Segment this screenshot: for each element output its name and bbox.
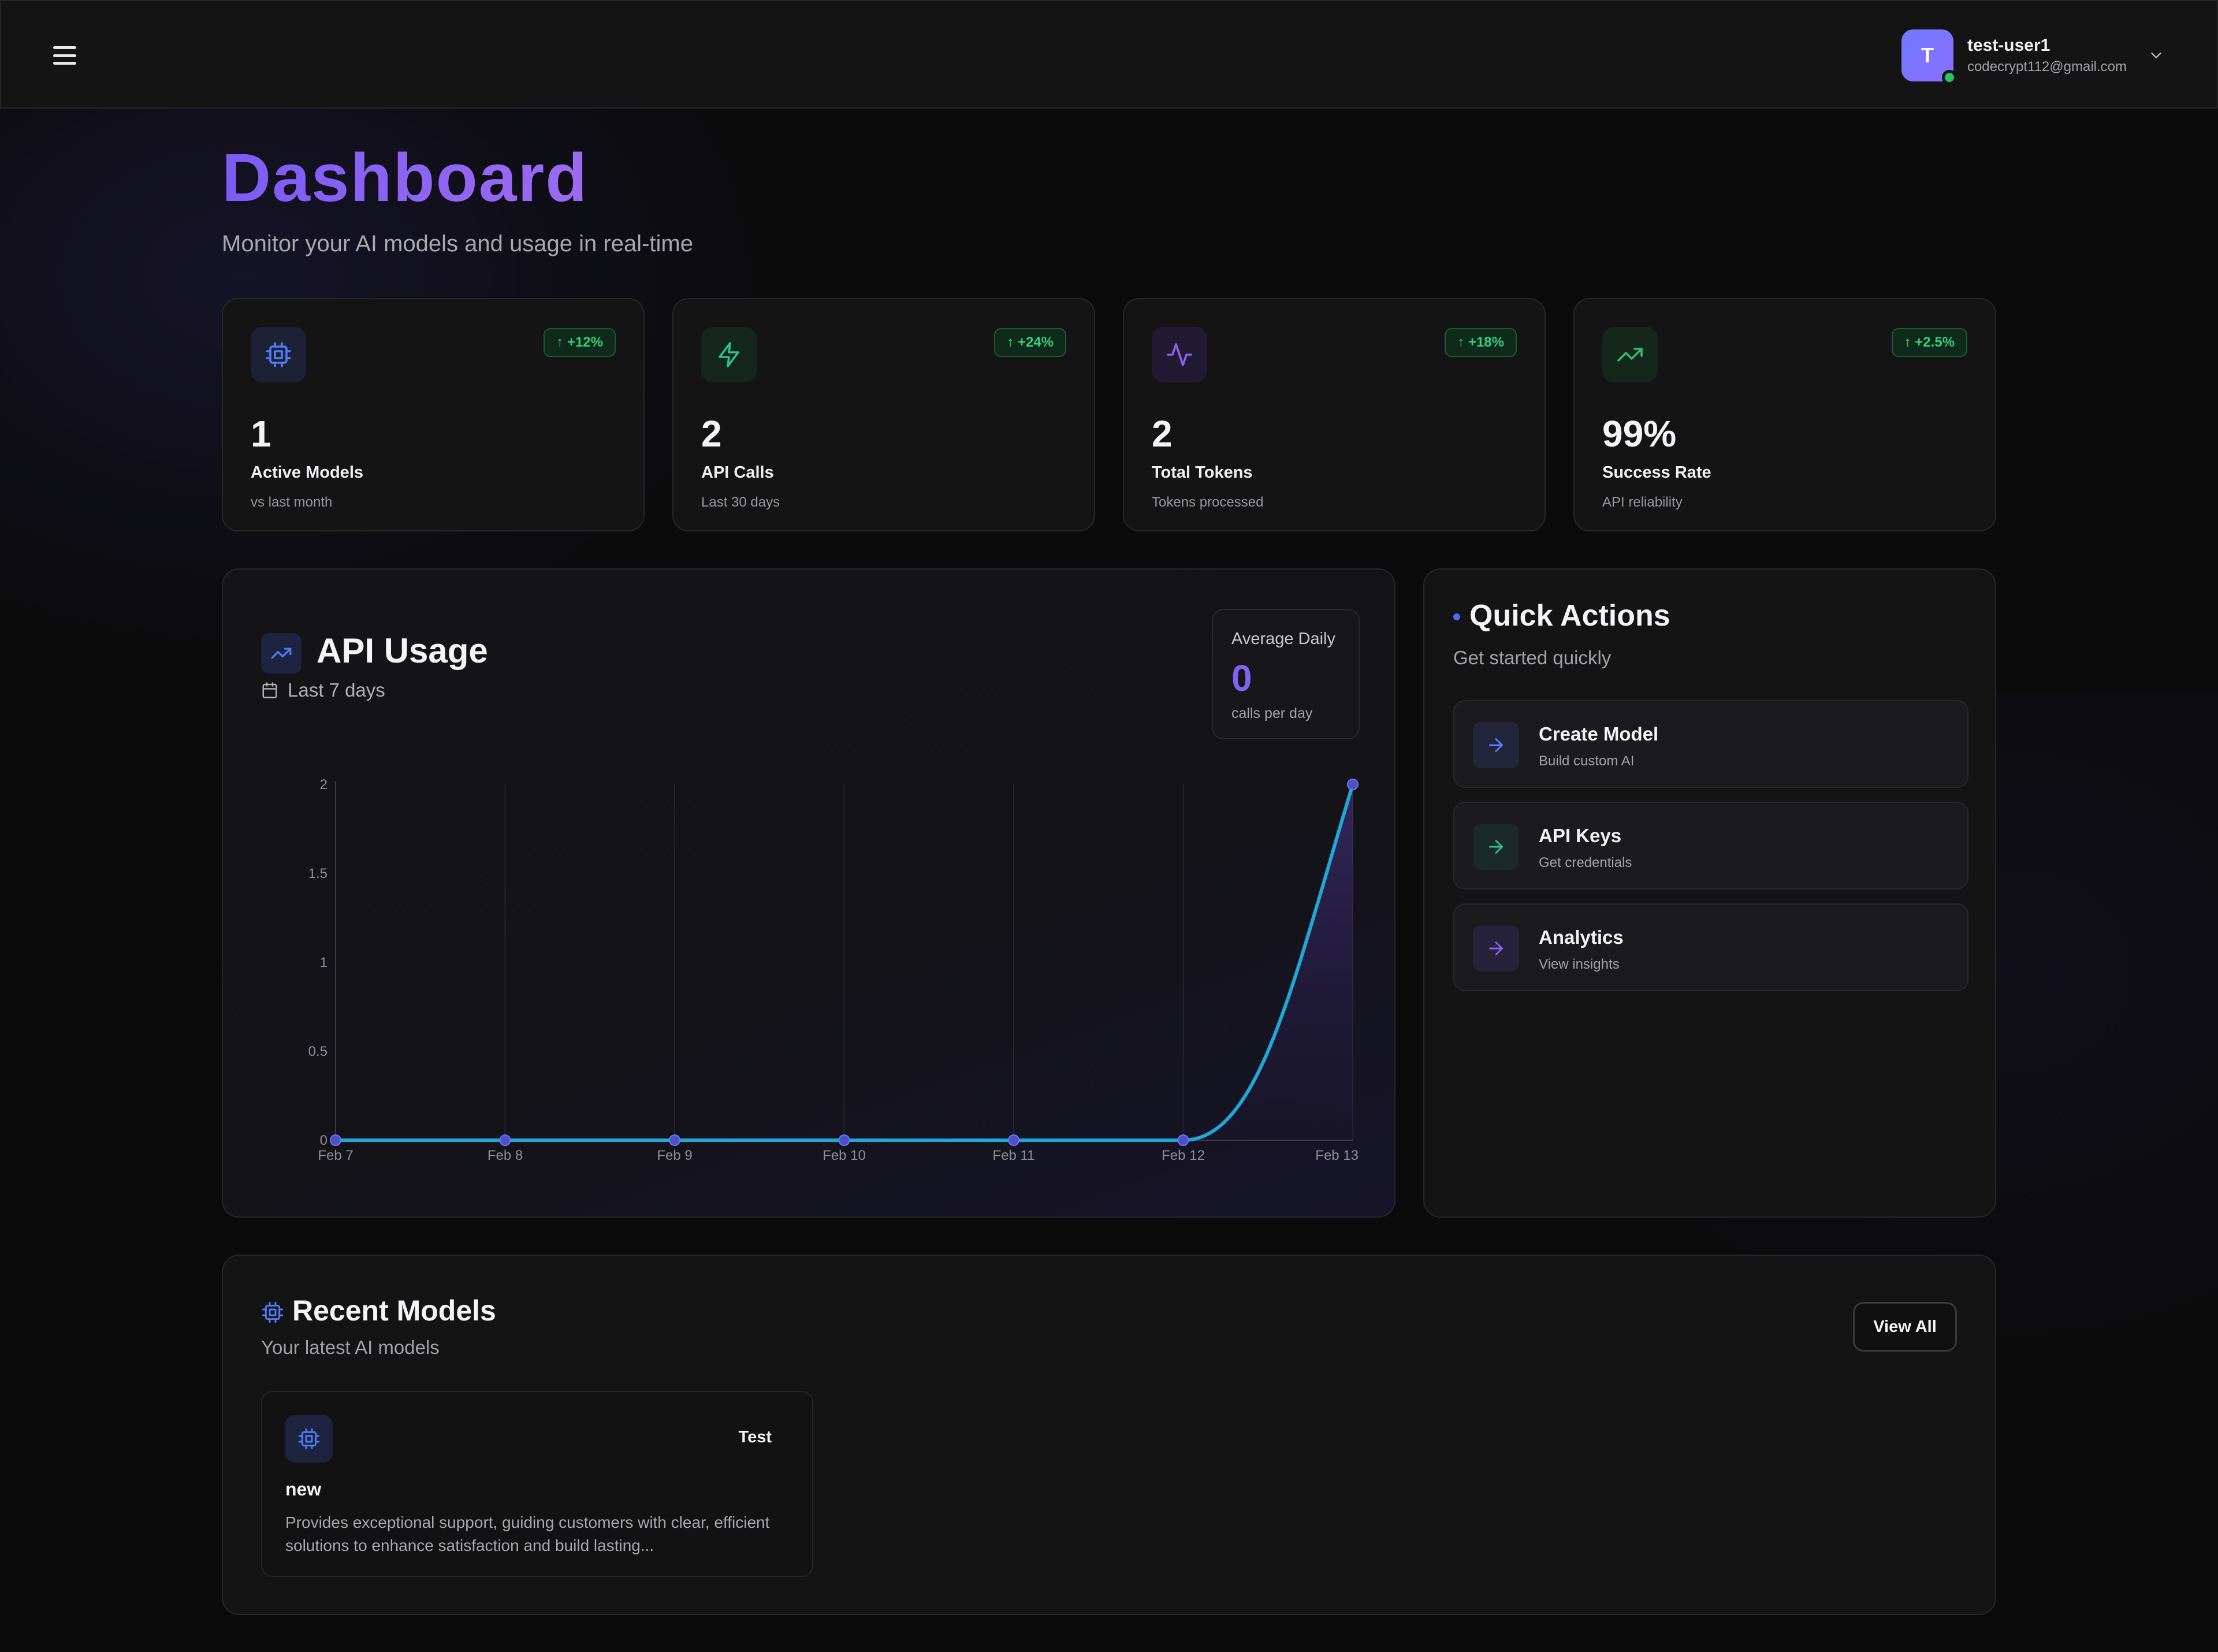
page-title: Dashboard — [222, 140, 589, 216]
arrow-up-icon: ↑ — [1007, 334, 1018, 350]
stat-value: 2 — [1152, 413, 1173, 455]
quick-actions-subtitle: Get started quickly — [1453, 647, 1612, 668]
arrow-right-icon — [1473, 824, 1519, 870]
user-menu[interactable]: T test-user1 codecrypt112@gmail.com — [1901, 29, 2165, 85]
api-usage-title: API Usage — [317, 631, 488, 670]
x-tick-label: Feb 12 — [1162, 1148, 1205, 1163]
x-tick-label: Feb 13 — [1315, 1148, 1359, 1163]
quick-action-title: API Keys — [1539, 825, 1622, 846]
arrow-up-icon: ↑ — [1904, 334, 1915, 350]
stat-change-badge: ↑ +2.5% — [1891, 328, 1967, 357]
arrow-right-icon — [1473, 722, 1519, 768]
quick-action-create-model[interactable]: Create Model Build custom AI — [1453, 700, 1968, 788]
stat-sublabel: vs last month — [251, 494, 333, 510]
data-point — [1008, 1134, 1019, 1146]
y-tick-label: 1 — [320, 955, 328, 970]
stat-sublabel: API reliability — [1602, 494, 1683, 510]
stat-label: Success Rate — [1602, 463, 1711, 482]
series-area — [336, 784, 1353, 1140]
data-point — [669, 1134, 680, 1146]
quick-actions-title: Quick Actions — [1469, 599, 1670, 632]
average-daily-label: Average Daily — [1231, 630, 1336, 648]
quick-action-subtitle: View insights — [1539, 957, 1620, 972]
cpu-icon — [285, 1415, 333, 1463]
stat-card-total-tokens: ↑ +18% 2 Total Tokens Tokens processed — [1123, 298, 1546, 531]
stat-card-active-models: ↑ +12% 1 Active Models vs last month — [222, 298, 645, 531]
quick-action-subtitle: Build custom AI — [1539, 753, 1635, 769]
trending-up-icon — [261, 633, 302, 674]
data-point — [838, 1134, 850, 1146]
x-tick-label: Feb 7 — [318, 1148, 353, 1163]
stat-card-success-rate: ↑ +2.5% 99% Success Rate API reliability — [1573, 298, 1996, 531]
y-tick-label: 0.5 — [308, 1044, 328, 1059]
data-point — [1347, 779, 1359, 790]
stat-sublabel: Last 30 days — [701, 494, 780, 510]
stat-change-badge: ↑ +12% — [544, 328, 616, 357]
cpu-icon — [251, 327, 306, 382]
api-usage-chart: 0 0.5 1 1.5 2 Feb 7 Feb 8 Feb 9 Feb 10 Feb 11 Feb … — [308, 777, 1359, 1163]
title-dot — [1453, 613, 1460, 620]
avatar[interactable]: T — [1901, 29, 1957, 85]
cpu-icon — [261, 1301, 284, 1324]
hamburger-menu-icon[interactable] — [47, 42, 82, 69]
page-subtitle: Monitor your AI models and usage in real… — [222, 231, 693, 256]
api-usage-panel: API Usage Last 7 days Average Daily 0 ca… — [222, 568, 1395, 1218]
date-range: Last 7 days — [261, 679, 385, 701]
stat-change-badge: ↑ +18% — [1445, 328, 1517, 357]
quick-action-title: Analytics — [1539, 927, 1624, 948]
x-tick-label: Feb 8 — [487, 1148, 523, 1163]
model-name: new — [285, 1479, 322, 1500]
arrow-up-icon: ↑ — [1457, 334, 1468, 350]
x-tick-label: Feb 11 — [993, 1148, 1035, 1163]
model-description: Provides exceptional support, guiding cu… — [285, 1513, 770, 1554]
model-card[interactable]: Test new Provides exceptional support, g… — [261, 1391, 813, 1577]
data-point — [499, 1134, 511, 1146]
quick-action-subtitle: Get credentials — [1539, 855, 1632, 870]
recent-models-title: Recent Models — [292, 1294, 496, 1327]
average-daily-unit: calls per day — [1231, 705, 1313, 721]
stat-sublabel: Tokens processed — [1152, 494, 1264, 510]
stat-change-badge: ↑ +24% — [994, 328, 1066, 357]
avatar-initial: T — [1921, 43, 1934, 67]
arrow-up-icon: ↑ — [556, 334, 567, 350]
lightning-icon — [701, 327, 757, 382]
arrow-right-icon — [1473, 925, 1519, 972]
data-point — [1177, 1134, 1189, 1146]
stat-label: Total Tokens — [1152, 463, 1253, 482]
stat-label: API Calls — [701, 463, 774, 482]
model-tag: Test — [738, 1428, 772, 1446]
y-tick-label: 0 — [320, 1133, 328, 1148]
online-status-dot — [1941, 70, 1957, 85]
user-name: test-user1 — [1967, 36, 2050, 55]
x-tick-label: Feb 10 — [823, 1148, 866, 1163]
x-tick-label: Feb 9 — [657, 1148, 692, 1163]
data-point — [330, 1134, 341, 1146]
stat-label: Active Models — [251, 463, 363, 482]
recent-models-panel: Recent Models Your latest AI models View… — [222, 1255, 1996, 1615]
quick-action-title: Create Model — [1539, 723, 1659, 745]
average-daily-value: 0 — [1231, 657, 1252, 699]
top-bar: T test-user1 codecrypt112@gmail.com — [0, 0, 2218, 109]
recent-models-subtitle: Your latest AI models — [261, 1337, 440, 1358]
average-daily-box: Average Daily 0 calls per day — [1212, 609, 1360, 739]
stat-value: 1 — [251, 413, 271, 455]
calendar-icon — [262, 682, 277, 698]
stat-value: 2 — [701, 413, 722, 455]
quick-action-api-keys[interactable]: API Keys Get credentials — [1453, 802, 1968, 890]
trending-up-icon — [1602, 327, 1658, 382]
view-all-button[interactable]: View All — [1853, 1302, 1957, 1352]
stat-value: 99% — [1602, 413, 1677, 455]
user-email: codecrypt112@gmail.com — [1967, 59, 2127, 75]
activity-icon — [1152, 327, 1207, 382]
stat-card-api-calls: ↑ +24% 2 API Calls Last 30 days — [672, 298, 1095, 531]
date-range-label: Last 7 days — [288, 679, 385, 701]
chevron-down-icon[interactable] — [2148, 47, 2165, 64]
y-tick-label: 2 — [320, 777, 328, 792]
quick-action-analytics[interactable]: Analytics View insights — [1453, 903, 1968, 991]
y-tick-label: 1.5 — [308, 866, 328, 881]
quick-actions-panel: Quick Actions Get started quickly Create… — [1423, 568, 1996, 1218]
